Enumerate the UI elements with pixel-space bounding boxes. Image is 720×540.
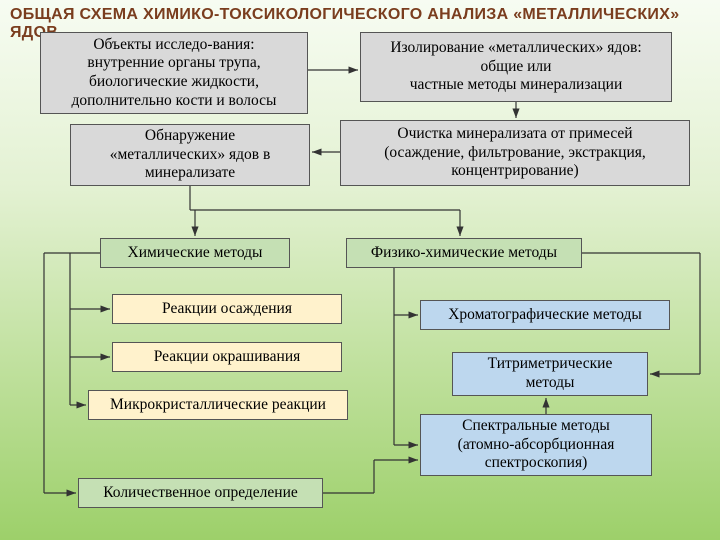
slide: ОБЩАЯ СХЕМА ХИМИКО-ТОКСИКОЛОГИЧЕСКОГО АН… xyxy=(0,0,720,540)
node-text: методы xyxy=(526,374,575,393)
node-text: Количественное определение xyxy=(103,484,298,503)
node-titr: Титриметрическиеметоды xyxy=(452,352,648,396)
node-detection: Обнаружение«металлических» ядов вминерал… xyxy=(70,124,310,186)
node-text: (атомно-абсорбционная xyxy=(458,436,615,455)
node-text: Объекты исследо-вания: xyxy=(93,36,254,55)
node-text: Хроматографические методы xyxy=(448,306,642,325)
node-text: Изолирование «металлических» ядов: xyxy=(390,39,641,58)
node-chem: Химические методы xyxy=(100,238,290,268)
node-isolation: Изолирование «металлических» ядов:общие … xyxy=(360,32,672,102)
node-text: спектроскопия) xyxy=(485,454,587,473)
node-text: частные методы минерализации xyxy=(410,76,623,95)
node-text: Химические методы xyxy=(128,244,263,263)
node-text: (осаждение, фильтрование, экстракция, xyxy=(384,144,646,163)
node-text: Спектральные методы xyxy=(462,417,610,436)
node-quant: Количественное определение xyxy=(78,478,323,508)
node-cleanup: Очистка минерализата от примесей(осажден… xyxy=(340,120,690,186)
node-text: Физико-химические методы xyxy=(371,244,557,263)
node-micro: Микрокристаллические реакции xyxy=(88,390,348,420)
node-spectral: Спектральные методы(атомно-абсорбционная… xyxy=(420,414,652,476)
node-text: Очистка минерализата от примесей xyxy=(397,125,632,144)
node-objects: Объекты исследо-вания:внутренние органы … xyxy=(40,32,308,114)
node-text: минерализате xyxy=(145,164,235,183)
node-text: дополнительно кости и волосы xyxy=(72,92,277,111)
node-color: Реакции окрашивания xyxy=(112,342,342,372)
node-phys: Физико-химические методы xyxy=(346,238,582,268)
node-text: Титриметрические xyxy=(488,355,613,374)
node-text: внутренние органы трупа, xyxy=(87,54,260,73)
node-text: Микрокристаллические реакции xyxy=(110,396,326,415)
node-chroma: Хроматографические методы xyxy=(420,300,670,330)
node-precip: Реакции осаждения xyxy=(112,294,342,324)
node-text: Обнаружение xyxy=(145,127,235,146)
node-text: биологические жидкости, xyxy=(89,73,259,92)
node-text: Реакции окрашивания xyxy=(154,348,301,367)
node-text: общие или xyxy=(481,58,552,77)
node-text: концентрирование) xyxy=(451,162,578,181)
node-text: Реакции осаждения xyxy=(162,300,292,319)
node-text: «металлических» ядов в xyxy=(110,146,271,165)
